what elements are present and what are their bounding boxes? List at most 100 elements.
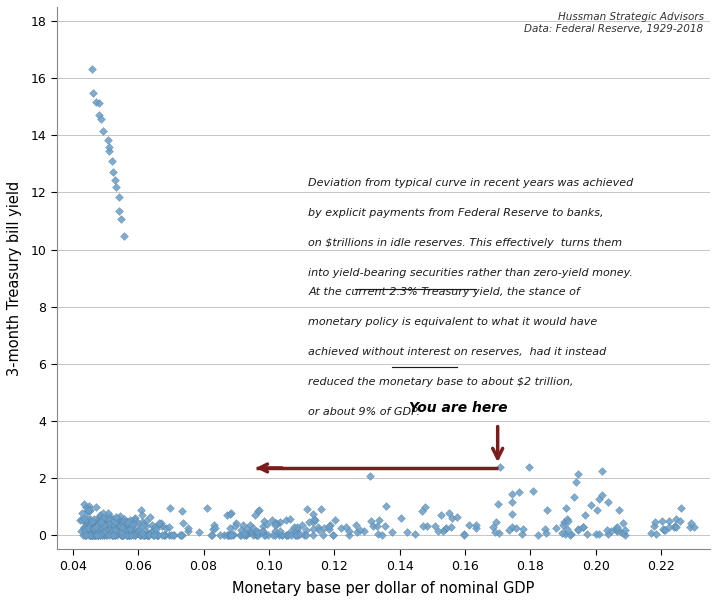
Point: [153, 519, 164, 528]
Point: [143, 530, 154, 540]
Point: [280, 515, 292, 525]
Point: [130, 528, 141, 537]
Point: [238, 530, 250, 540]
Point: [257, 526, 268, 535]
Point: [372, 529, 384, 538]
Point: [281, 530, 293, 540]
Point: [75, 526, 87, 536]
Point: [409, 529, 421, 539]
Point: [87, 519, 98, 528]
Point: [86, 530, 98, 540]
Point: [120, 525, 132, 534]
Point: [657, 524, 669, 534]
Point: [97, 524, 108, 534]
Point: [94, 510, 105, 520]
Point: [84, 530, 95, 540]
Point: [87, 530, 98, 540]
Point: [82, 505, 93, 515]
Point: [294, 529, 305, 538]
Point: [122, 519, 133, 528]
Point: [98, 524, 110, 534]
X-axis label: Monetary base per dollar of nominal GDP: Monetary base per dollar of nominal GDP: [232, 581, 534, 596]
Point: [106, 156, 118, 166]
Point: [579, 510, 591, 519]
Point: [565, 529, 576, 539]
Point: [156, 521, 168, 531]
Point: [87, 516, 98, 526]
Point: [109, 529, 120, 539]
Point: [87, 523, 99, 532]
Point: [80, 524, 91, 534]
Point: [118, 530, 129, 540]
Point: [561, 524, 572, 534]
Point: [88, 523, 100, 532]
Point: [129, 519, 141, 528]
Point: [87, 88, 98, 98]
Point: [670, 522, 681, 532]
Point: [156, 518, 167, 528]
Point: [569, 493, 580, 502]
Point: [84, 530, 95, 540]
Point: [250, 530, 262, 540]
Point: [103, 508, 114, 518]
Point: [116, 522, 128, 532]
Point: [82, 523, 94, 533]
Point: [110, 521, 122, 531]
Point: [224, 509, 236, 519]
Point: [98, 126, 109, 136]
Point: [507, 497, 518, 507]
Point: [92, 517, 104, 527]
Point: [98, 522, 110, 532]
Point: [120, 530, 132, 540]
Point: [611, 525, 622, 535]
Point: [103, 520, 114, 530]
Point: [98, 520, 109, 530]
Point: [138, 520, 149, 529]
Point: [81, 517, 92, 526]
Point: [617, 518, 629, 528]
Point: [136, 528, 148, 537]
Point: [168, 530, 180, 540]
Point: [129, 530, 141, 540]
Point: [224, 523, 236, 532]
Point: [437, 526, 448, 535]
Point: [125, 524, 136, 534]
Point: [100, 524, 111, 534]
Point: [323, 522, 334, 531]
Point: [109, 525, 120, 535]
Point: [315, 504, 326, 514]
Point: [143, 530, 154, 540]
Point: [417, 522, 429, 531]
Point: [493, 528, 504, 538]
Point: [252, 530, 263, 540]
Point: [659, 526, 670, 535]
Point: [494, 463, 505, 472]
Point: [110, 526, 121, 536]
Point: [572, 524, 584, 534]
Point: [270, 530, 281, 540]
Point: [122, 522, 133, 532]
Point: [269, 526, 280, 535]
Point: [308, 514, 319, 524]
Point: [104, 523, 115, 532]
Point: [95, 521, 106, 531]
Point: [335, 523, 346, 532]
Point: [81, 517, 92, 526]
Point: [239, 529, 250, 538]
Point: [610, 523, 622, 532]
Point: [89, 527, 100, 537]
Point: [176, 530, 188, 540]
Point: [87, 519, 98, 529]
Point: [141, 516, 152, 526]
Point: [282, 530, 294, 540]
Point: [490, 528, 501, 537]
Point: [96, 530, 108, 540]
Point: [89, 518, 100, 528]
Point: [267, 530, 279, 540]
Point: [125, 526, 137, 536]
Point: [92, 530, 103, 540]
Point: [619, 530, 631, 540]
Point: [376, 530, 387, 540]
Point: [280, 530, 291, 540]
Point: [650, 529, 661, 538]
